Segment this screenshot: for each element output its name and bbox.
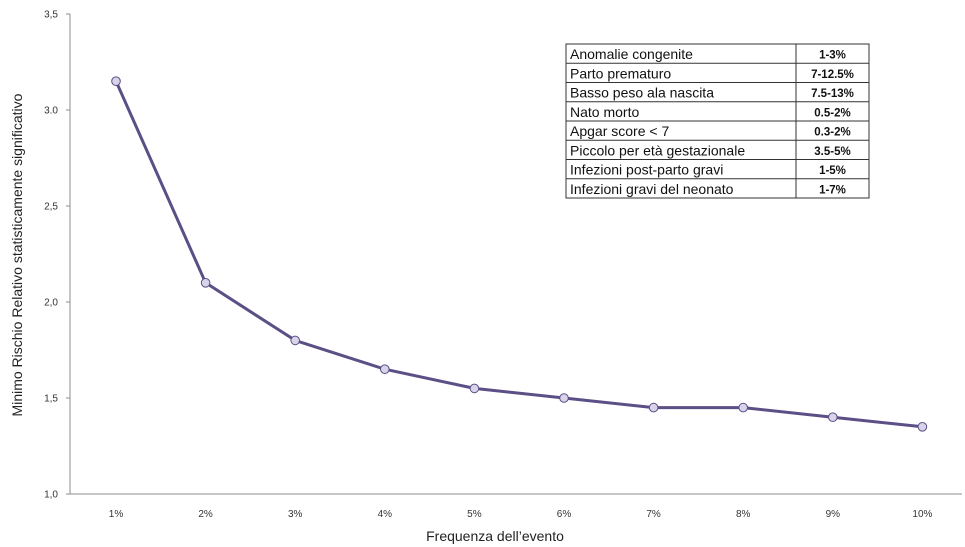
y-axis-title: Minimo Rischio Relativo statisticamente … xyxy=(9,93,25,416)
y-tick-label: 2,0 xyxy=(44,298,58,309)
y-tick-label: 1,0 xyxy=(44,490,58,501)
table-row-value: 7-12.5% xyxy=(811,69,854,81)
x-tick-label: 8% xyxy=(736,509,751,520)
x-tick-label: 7% xyxy=(646,509,661,520)
x-axis-title: Frequenza dell’evento xyxy=(426,528,564,544)
data-point xyxy=(111,76,121,86)
table-row-label: Parto prematuro xyxy=(570,65,671,81)
y-tick-label: 3,5 xyxy=(44,10,58,21)
data-point xyxy=(738,402,749,413)
table-row-value: 1-3% xyxy=(819,50,846,62)
y-tick-label: 2,5 xyxy=(44,202,58,213)
x-tick-label: 10% xyxy=(912,509,932,520)
data-point xyxy=(290,335,301,346)
x-tick-label: 5% xyxy=(467,509,482,520)
data-point xyxy=(380,364,390,375)
y-tick-label: 3.0 xyxy=(44,106,58,117)
x-tick-label: 9% xyxy=(826,509,841,520)
y-tick-labels: 1,0 1,5 2,0 2,5 3.0 3,5 xyxy=(44,10,70,501)
x-tick-label: 6% xyxy=(557,509,572,520)
table-row-label: Nato morto xyxy=(570,104,639,120)
table-row-value: 7.5-13% xyxy=(811,88,854,100)
x-tick-label: 3% xyxy=(288,509,303,520)
data-point xyxy=(917,422,928,432)
table-row-label: Apgar score < 7 xyxy=(570,123,669,139)
x-tick-label: 4% xyxy=(378,509,393,520)
table-row-label: Basso peso ala nascita xyxy=(570,85,714,101)
x-tick-label: 2% xyxy=(198,509,213,520)
table-row-label: Anomalie congenite xyxy=(570,46,693,62)
table-row-value: 1-7% xyxy=(819,184,846,196)
table-row-label: Piccolo per età gestazionale xyxy=(570,142,745,158)
y-tick-label: 1,5 xyxy=(44,394,58,405)
table-row-value: 0.5-2% xyxy=(814,107,850,119)
data-point xyxy=(200,278,211,288)
data-point xyxy=(828,412,838,423)
x-tick-label: 1% xyxy=(109,509,124,520)
data-point xyxy=(559,393,569,403)
series-line xyxy=(114,80,923,429)
table-row-label: Infezioni post-parto gravi xyxy=(570,162,723,178)
event-frequency-table: Anomalie congenite 1-3% Parto prematuro 7-1… xyxy=(565,43,870,199)
axes xyxy=(69,14,962,495)
data-point xyxy=(648,402,659,413)
series-layer xyxy=(111,76,928,432)
data-point xyxy=(469,383,480,394)
x-tick-labels: 1% 2% 3% 4% 5% 6% 7% 8% 9% 10% xyxy=(109,509,933,520)
table-row-value: 3.5-5% xyxy=(814,146,850,158)
table-row-value: 1-5% xyxy=(819,165,846,177)
table-row-label: Infezioni gravi del neonato xyxy=(570,181,734,197)
table-row-value: 0.3-2% xyxy=(814,127,850,139)
